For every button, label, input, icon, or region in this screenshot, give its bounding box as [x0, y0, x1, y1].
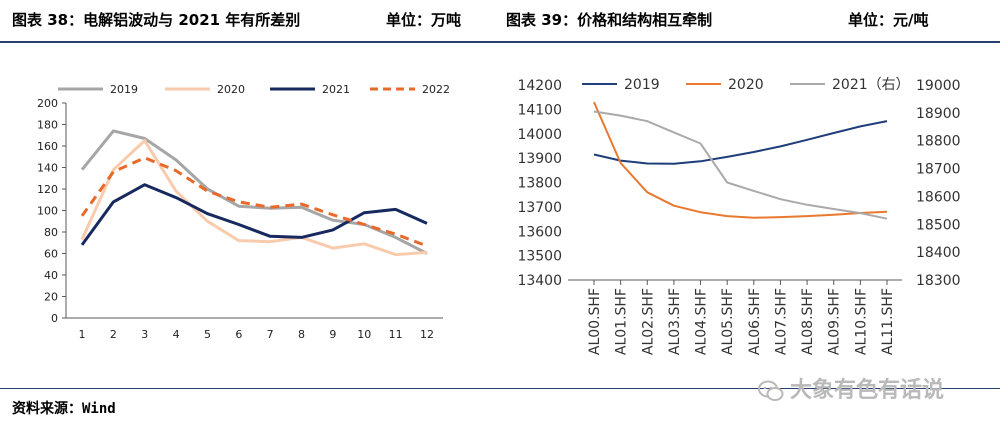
x-tick-label: AL01.SHF — [614, 288, 630, 355]
x-tick-label: 12 — [420, 328, 434, 341]
wechat-icon — [758, 380, 784, 401]
y-tick-label: 80 — [44, 226, 58, 239]
x-tick-label: AL06.SHF — [747, 288, 763, 355]
right-chart-title: 图表 39：价格和结构相互牵制 — [506, 11, 713, 29]
x-tick-label: AL05.SHF — [720, 288, 736, 355]
legend-label: 2022 — [422, 83, 450, 96]
series-line-2020 — [80, 139, 428, 257]
x-tick-label: 8 — [298, 328, 305, 341]
y-left-tick-label: 14200 — [517, 78, 562, 94]
x-tick-label: 2 — [110, 328, 117, 341]
x-tick-label: 1 — [79, 328, 86, 341]
legend-label: 2020 — [217, 83, 245, 96]
y-tick-label: 0 — [51, 312, 58, 325]
header-rule — [0, 41, 1000, 43]
y-tick-label: 200 — [37, 97, 58, 110]
y-tick-label: 120 — [37, 183, 58, 196]
series-line-2021（右） — [593, 110, 888, 220]
y-tick-label: 140 — [37, 162, 58, 175]
x-tick-label: 7 — [267, 328, 274, 341]
y-right-tick-label: 18700 — [916, 162, 961, 178]
y-tick-label: 40 — [44, 269, 58, 282]
price-structure-line-chart: 13400 13500 13600 13700 13800 13900 14000 14100… — [517, 77, 961, 355]
x-tick-label: AL08.SHF — [800, 288, 816, 355]
legend-label: 2021 — [322, 83, 350, 96]
y-left-tick-label: 13400 — [517, 273, 562, 289]
legend-label: 2019 — [624, 77, 660, 93]
y-right-tick-label: 18900 — [916, 106, 961, 122]
x-tick-label: 5 — [204, 328, 211, 341]
right-chart-unit: 单位：元/吨 — [848, 11, 929, 29]
x-tick-label: AL04.SHF — [694, 288, 710, 355]
y-tick-label: 160 — [37, 140, 58, 153]
legend-label: 2020 — [728, 77, 764, 93]
legend-label: 2019 — [110, 83, 138, 96]
y-left-tick-label: 13500 — [517, 249, 562, 265]
x-tick-label: AL03.SHF — [667, 288, 683, 355]
y-left-tick-label: 13900 — [517, 151, 562, 167]
y-right-tick-label: 19000 — [916, 78, 961, 94]
x-tick-label: 6 — [235, 328, 242, 341]
footer-rule — [0, 388, 1000, 389]
watermark-text: 大象有色有话说 — [790, 378, 945, 403]
left-chart-unit: 单位：万吨 — [386, 11, 462, 29]
x-tick-label: AL07.SHF — [773, 288, 789, 355]
y-left-tick-label: 13600 — [517, 224, 562, 240]
series-line-2022 — [80, 156, 428, 248]
series-line-2020 — [593, 101, 888, 219]
series-line-2021 — [80, 183, 428, 246]
y-right-tick-label: 18300 — [916, 273, 961, 289]
x-tick-label: AL11.SHF — [880, 288, 896, 355]
source-note: 资料来源：Wind — [12, 401, 116, 417]
y-left-tick-label: 13700 — [517, 200, 562, 216]
x-tick-label: 9 — [329, 328, 336, 341]
y-tick-label: 20 — [44, 291, 58, 304]
y-left-tick-label: 14000 — [517, 127, 562, 143]
y-right-tick-label: 18400 — [916, 245, 961, 261]
y-tick-label: 180 — [37, 119, 58, 132]
y-right-tick-label: 18600 — [916, 189, 961, 205]
series-line-2019 — [80, 129, 428, 255]
x-tick-label: 3 — [141, 328, 148, 341]
y-left-tick-label: 14100 — [517, 102, 562, 118]
x-tick-label: 11 — [389, 328, 403, 341]
x-tick-label: 4 — [173, 328, 180, 341]
x-tick-label: AL00.SHF — [587, 288, 603, 355]
left-chart-title: 图表 38：电解铝波动与 2021 年有所差别 — [12, 11, 301, 29]
y-right-tick-label: 18800 — [916, 134, 961, 150]
legend-label: 2021（右） — [832, 77, 910, 93]
y-tick-label: 60 — [44, 248, 58, 261]
series-line-2019 — [593, 120, 888, 165]
y-left-tick-label: 13800 — [517, 176, 562, 192]
x-tick-label: AL02.SHF — [640, 288, 656, 355]
y-right-tick-label: 18500 — [916, 217, 961, 233]
x-tick-label: AL09.SHF — [827, 288, 843, 355]
x-tick-label: 10 — [357, 328, 371, 341]
x-tick-label: AL10.SHF — [853, 288, 869, 355]
watermark: 大象有色有话说 — [758, 372, 944, 404]
y-tick-label: 100 — [37, 205, 58, 218]
